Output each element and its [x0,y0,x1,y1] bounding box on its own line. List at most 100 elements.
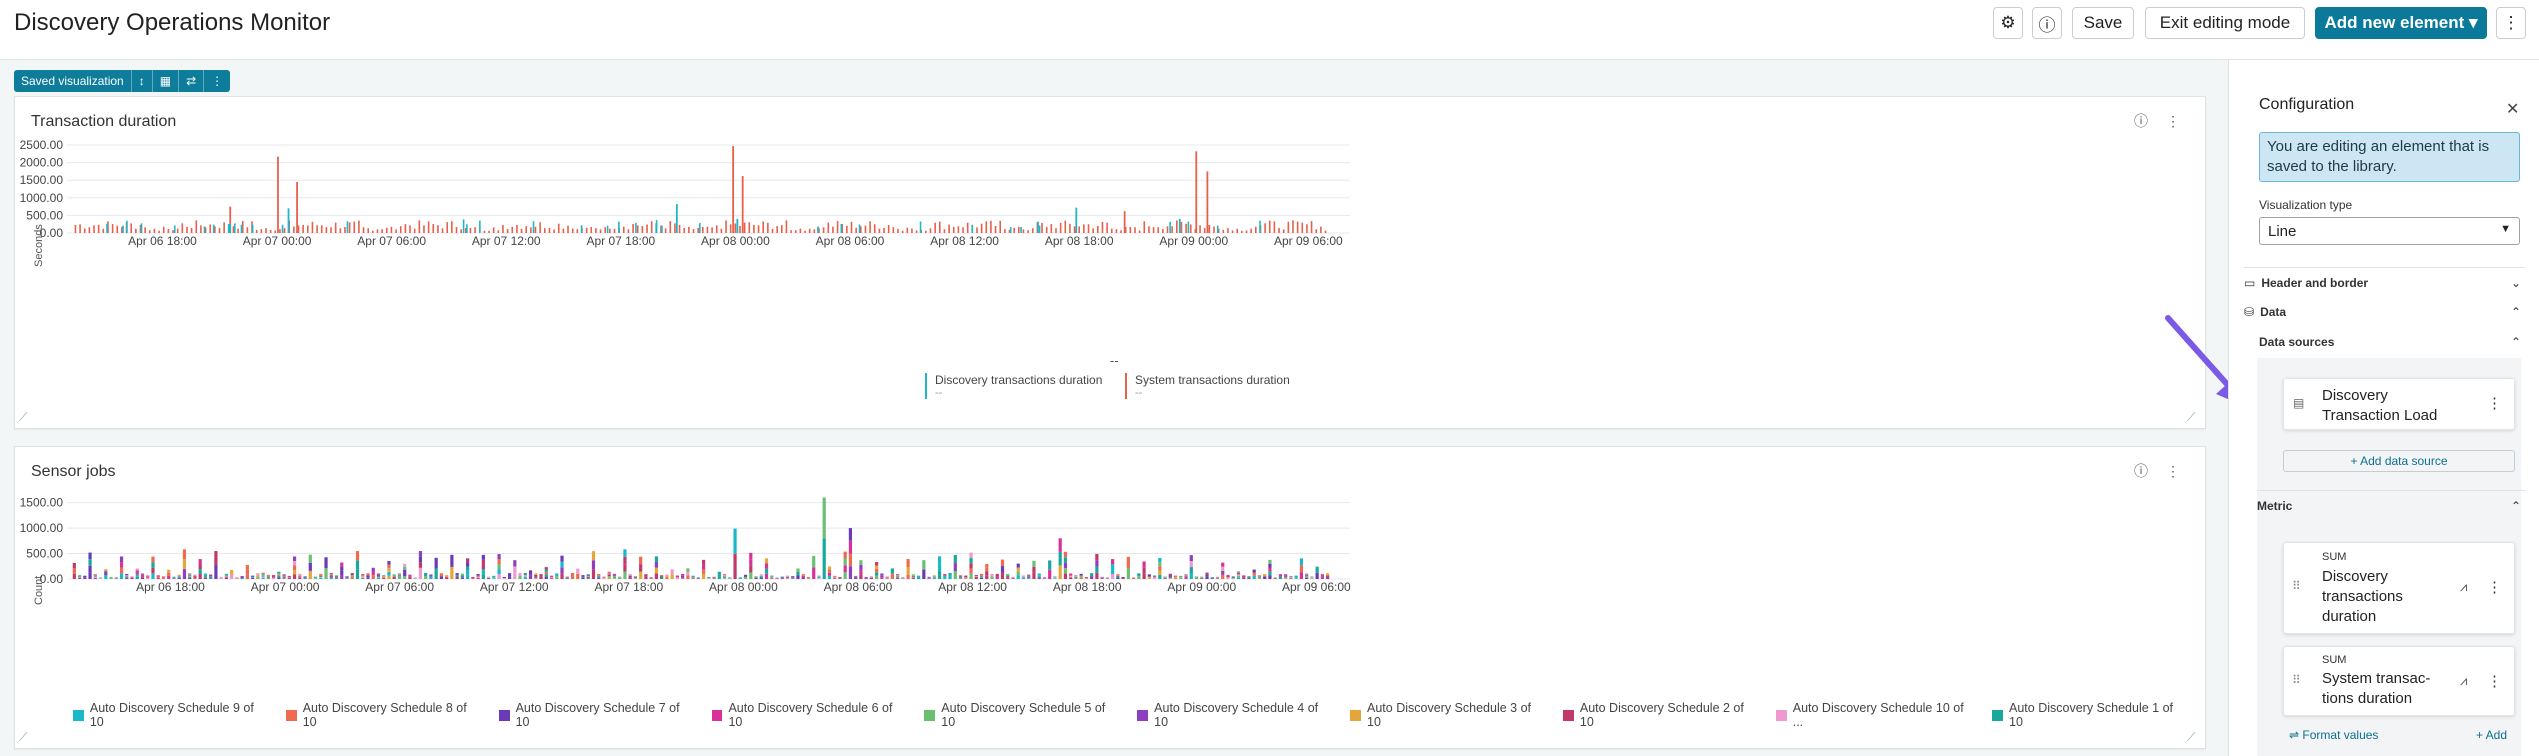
stacked-bar-segment [507,573,512,577]
save-button[interactable]: Save [2072,7,2134,39]
bar-system [88,227,91,233]
stacked-bar-segment [308,554,312,563]
stacked-bar-segment [623,556,627,565]
stacked-bar-segment [639,564,643,572]
legend-label: Auto Discovery Schedule 6 of 10 [728,701,893,729]
format-values-link[interactable]: ⇌ Format values [2289,728,2379,742]
stacked-bar-segment [256,577,260,579]
legend-item[interactable]: Auto Discovery Schedule 10 of ... [1775,701,1975,729]
stacked-bar-segment [219,577,223,579]
section-data[interactable]: ⛁ Data ⌃ [2244,305,2521,319]
section-metric[interactable]: Metric ⌃ [2257,490,2525,520]
stacked-bar-segment [350,577,354,579]
data-source-card[interactable]: ▤ Discovery Transaction Load ⋮ [2283,378,2515,430]
bar-system [181,223,184,233]
resize-handle-right[interactable]: ⟋ [2187,410,2196,424]
legend-item[interactable]: Auto Discovery Schedule 3 of 10 [1350,701,1546,729]
drag-handle-icon[interactable]: ⠿ [2292,673,2301,687]
stacked-bar-segment [340,566,344,571]
stacked-bar-segment [109,578,113,579]
stacked-bar-segment [382,578,386,579]
kebab-icon[interactable]: ⋮ [2166,113,2180,129]
swap-icon[interactable]: ⇄ [179,70,205,92]
stacked-bar-segment [1095,566,1099,573]
line-chart-icon[interactable]: ⩘ [2460,673,2468,688]
legend-item[interactable]: Auto Discovery Schedule 8 of 10 [285,701,482,729]
legend-item[interactable]: Auto Discovery Schedule 1 of 10 [1992,701,2188,729]
exit-editing-button[interactable]: Exit editing mode [2145,7,2305,39]
section-data-sources[interactable]: Data sources ⌃ [2259,335,2521,349]
move-icon[interactable]: ↕ [132,70,153,92]
resize-handle-left[interactable]: ⟋ [19,410,28,424]
legend-item[interactable]: Auto Discovery Schedule 4 of 10 [1137,701,1333,729]
metric-card[interactable]: ⠿ SUM System transac-tions duration ⩘ ⋮ [2283,646,2515,716]
bar-system [74,224,77,233]
add-data-source-button[interactable]: + Add data source [2283,450,2515,472]
stacked-bar-segment [628,577,632,579]
stacked-bar-segment [1058,538,1062,552]
legend-item[interactable]: Discovery transactions duration -- [925,373,1102,399]
bar-system [176,228,179,233]
info-button[interactable]: ⓘ [2032,7,2062,39]
stacked-bar-segment [476,577,480,579]
close-icon[interactable]: ✕ [2506,101,2520,118]
chevron-up-icon: ⌃ [2510,498,2521,513]
stacked-bar-segment [418,562,423,568]
resize-handle-left[interactable]: ⟋ [19,730,28,744]
info-icon[interactable]: ⓘ [2134,463,2148,479]
kebab-icon[interactable]: ⋮ [2487,395,2502,412]
stacked-bar-segment [948,575,952,578]
layout-icon[interactable]: ▦ [153,70,180,92]
stacked-bar-segment [1069,576,1073,578]
bar-system-peak [229,206,232,233]
bar-system [1050,224,1053,233]
stacked-bar-segment [827,575,832,579]
stacked-bar-segment [1006,577,1010,579]
stacked-bar-segment [1226,578,1230,579]
legend-item[interactable]: Auto Discovery Schedule 5 of 10 [924,701,1120,729]
stacked-bar-segment [1210,578,1214,579]
vis-type-select[interactable]: Line ▼ [2259,217,2520,245]
stacked-bar-segment [922,569,926,579]
info-icon[interactable]: ⓘ [2134,113,2148,129]
kebab-icon[interactable]: ⋮ [2487,673,2502,690]
drag-handle-icon[interactable]: ⠿ [2292,579,2301,593]
bar-discovery [840,223,843,233]
add-metric-link[interactable]: + Add [2476,728,2508,742]
add-new-element-button[interactable]: Add new element ▾ [2315,7,2487,39]
stacked-bar-segment [937,556,942,564]
kebab-icon[interactable]: ⋮ [2166,463,2180,479]
stacked-bar-segment [492,575,496,578]
line-chart-icon[interactable]: ⩘ [2460,579,2468,594]
stacked-bar-segment [387,575,391,579]
stacked-bar-segment [660,577,664,579]
stacked-bar-segment [644,576,648,579]
bar-system [906,227,909,233]
stacked-bar-segment [1126,567,1130,579]
bar-system [604,227,607,233]
legend-item[interactable]: Auto Discovery Schedule 6 of 10 [711,701,908,729]
stacked-bar-segment [135,576,139,579]
more-menu-button[interactable]: ⋮ [2496,7,2526,39]
resize-handle-right[interactable]: ⟋ [2187,730,2196,744]
stacked-bar-segment [125,577,129,579]
section-header-border[interactable]: ▭ Header and border ⌄ [2244,267,2525,297]
legend-item[interactable]: Auto Discovery Schedule 9 of 10 [73,701,269,729]
legend-label: System transactions duration [1135,373,1290,387]
kebab-icon[interactable]: ⋮ [2487,579,2502,596]
bar-system [395,229,397,233]
stacked-bar-segment [539,574,543,577]
stacked-bar-segment [885,578,889,579]
legend-item[interactable]: Auto Discovery Schedule 2 of 10 [1563,701,1759,729]
bar-system [135,228,137,233]
kebab-icon[interactable]: ⋮ [211,74,224,88]
stacked-bar-segment [1315,566,1319,573]
bar-system [1324,230,1327,233]
legend-item[interactable]: System transactions duration -- [1125,373,1290,399]
legend-item[interactable]: Auto Discovery Schedule 7 of 10 [498,701,695,729]
stacked-bar-segment [654,556,659,563]
stacked-bar-segment [340,570,344,575]
settings-button[interactable]: ⚙ [1993,7,2023,39]
metric-card[interactable]: ⠿ SUM Discovery transactions duration ⩘ … [2283,542,2515,634]
bar-system [144,227,146,233]
